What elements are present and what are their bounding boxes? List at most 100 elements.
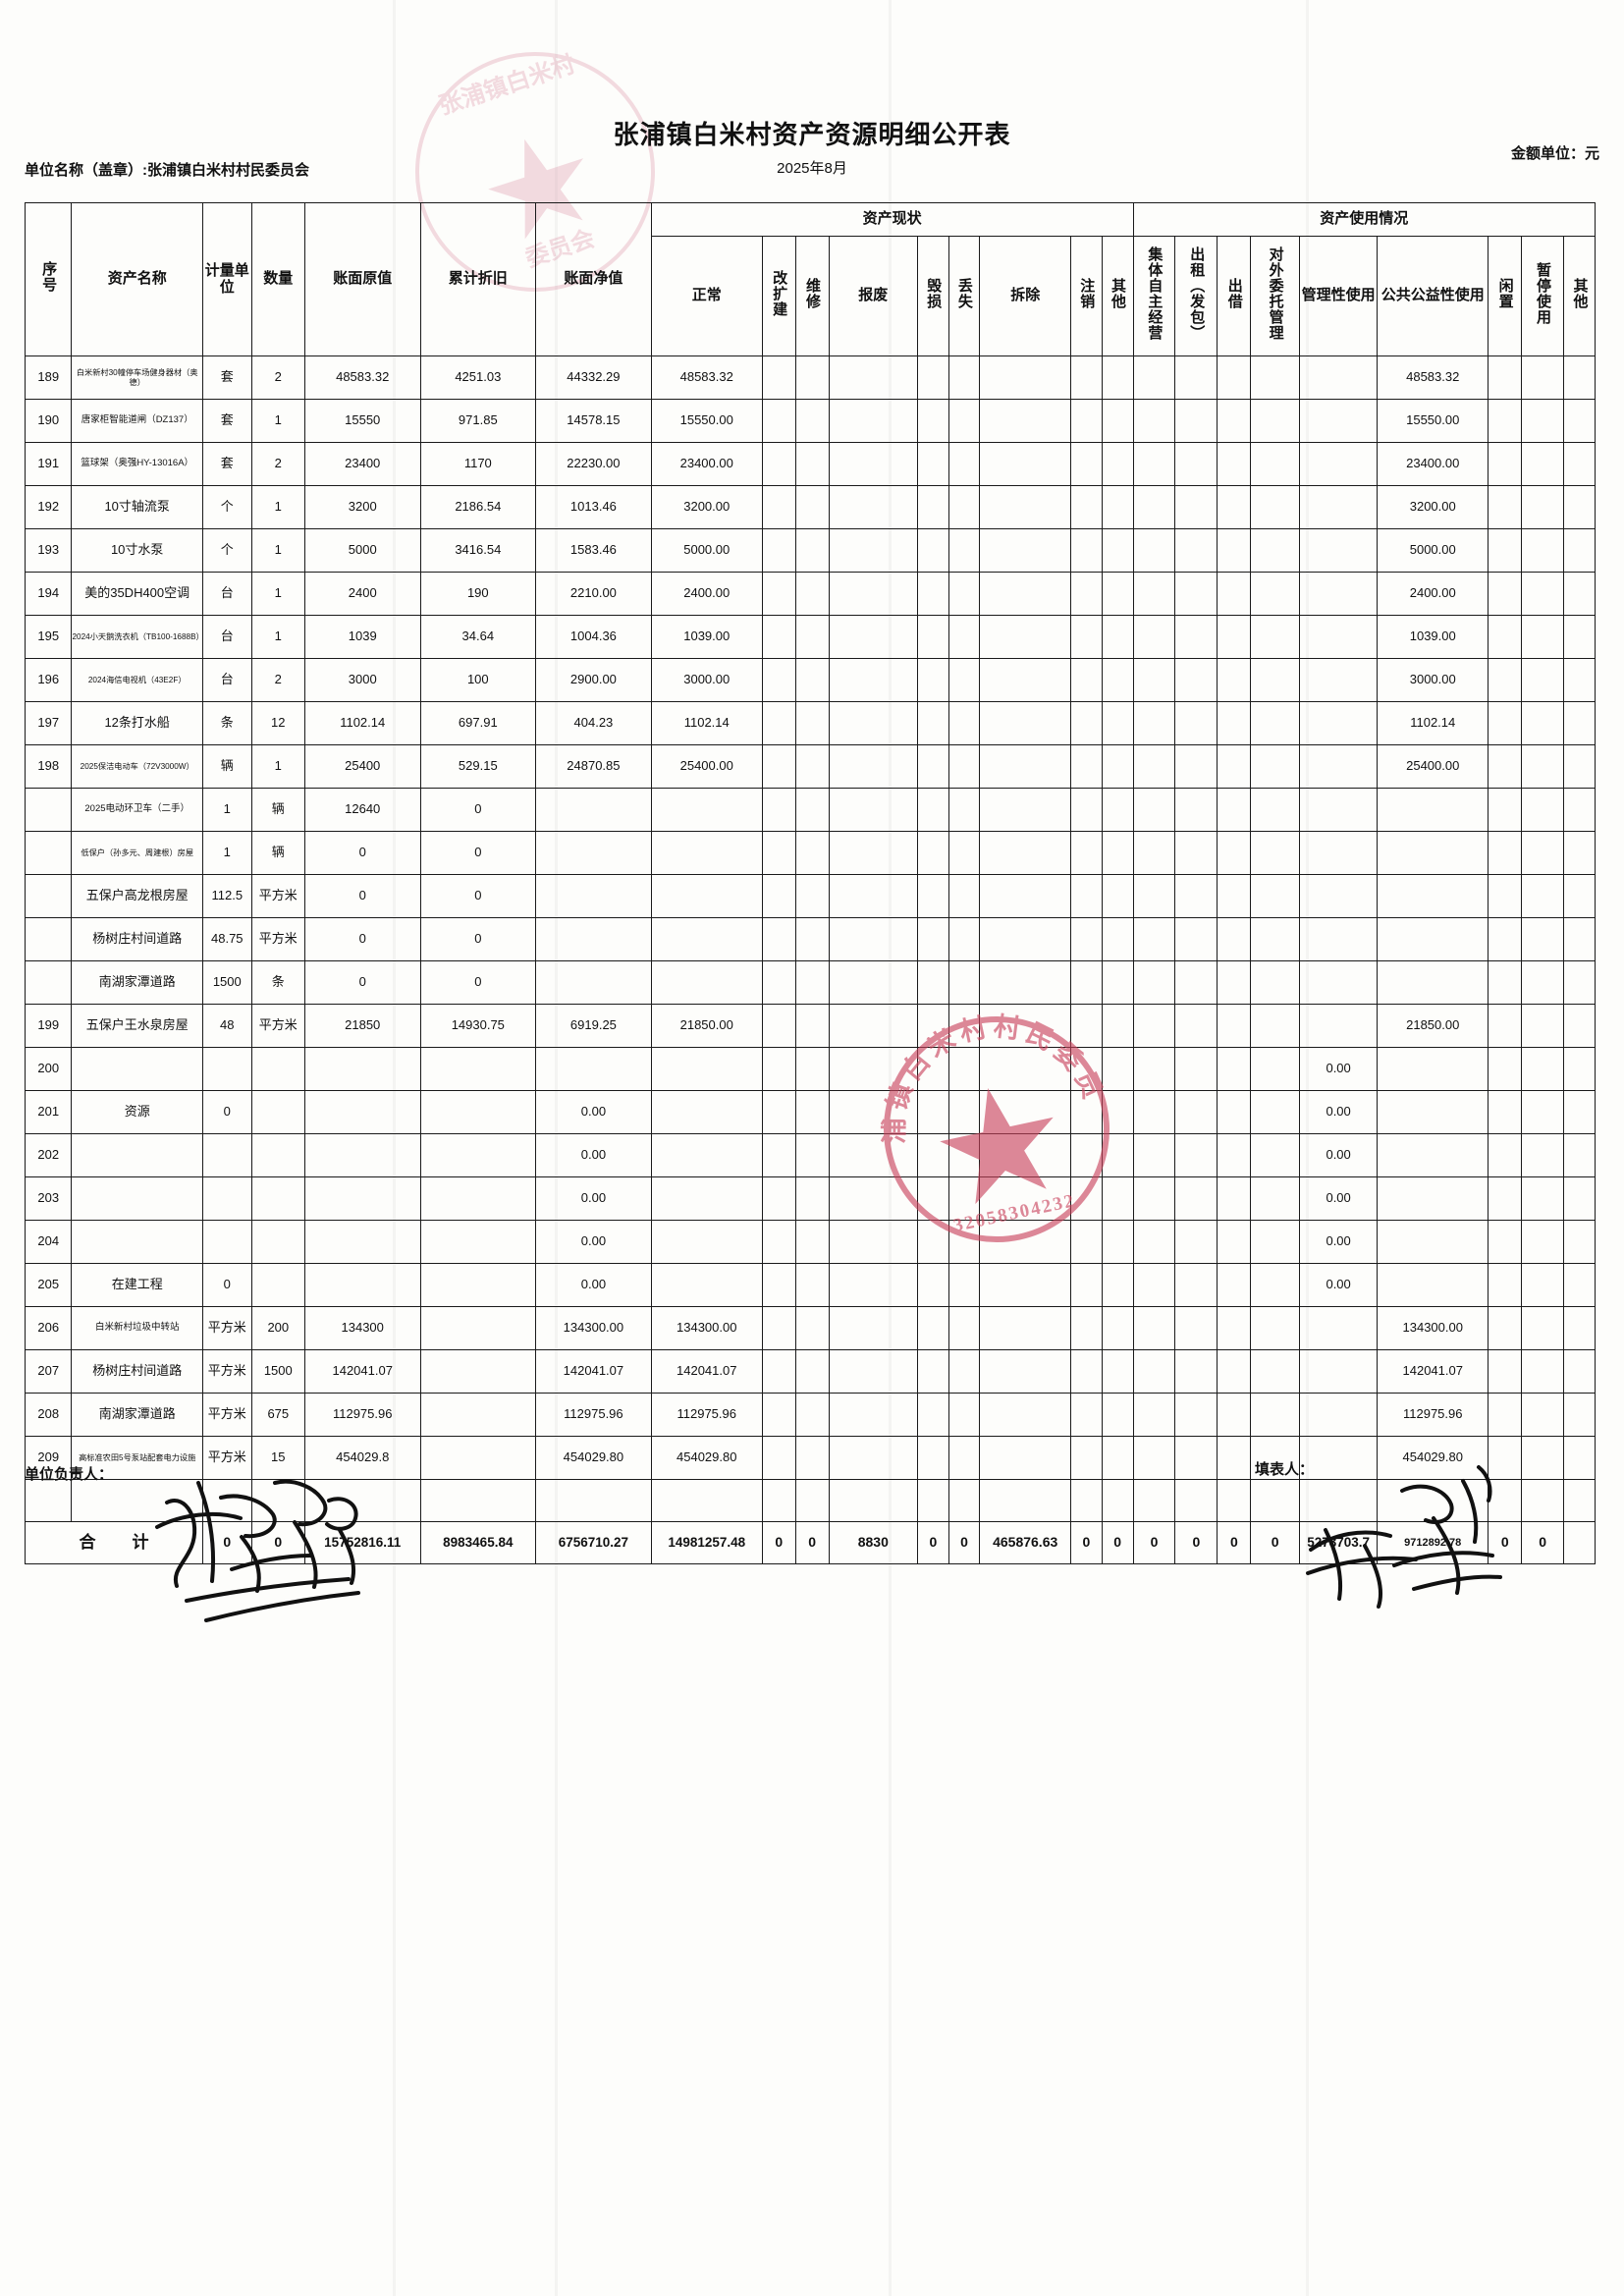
cell-damage bbox=[917, 1436, 949, 1480]
col-index: 序号 bbox=[24, 202, 73, 356]
cell-other2 bbox=[1563, 1306, 1596, 1350]
cell-original-value: 25400 bbox=[303, 744, 421, 789]
cell-index bbox=[24, 917, 73, 961]
svg-text:张浦镇白米村: 张浦镇白米村 bbox=[435, 50, 578, 120]
cell-demolish bbox=[979, 615, 1072, 659]
cell-scrap bbox=[828, 874, 919, 918]
cell-other2 bbox=[1563, 1090, 1596, 1134]
cell-cancel bbox=[1070, 572, 1103, 616]
cell-unit: 个 bbox=[201, 528, 252, 573]
unit-name-label: 单位名称（盖章）:张浦镇白米村村民委员会 bbox=[25, 162, 309, 179]
cell-entrust bbox=[1250, 615, 1301, 659]
cell-management-use bbox=[1299, 1306, 1379, 1350]
cell-repair bbox=[794, 485, 830, 529]
table-row: 198 2025保洁电动车（72V3000W）辆 1 25400 529.15 24870… bbox=[24, 744, 1596, 789]
cell-scrap bbox=[828, 1133, 919, 1177]
cell-index: 189 bbox=[24, 355, 73, 400]
cell-original-value: 1102.14 bbox=[303, 701, 421, 745]
cell-damage bbox=[917, 874, 949, 918]
cell-idle bbox=[1488, 1090, 1523, 1134]
cell-original-value: 23400 bbox=[303, 442, 421, 486]
total-repair: 0 bbox=[794, 1521, 830, 1564]
cell-collective bbox=[1132, 1349, 1176, 1394]
cell-cancel bbox=[1070, 1220, 1103, 1264]
cell-normal bbox=[650, 831, 763, 875]
col-asset-name: 资产名称 bbox=[71, 202, 203, 356]
cell-normal bbox=[650, 1047, 763, 1091]
cell-management-use: 0.00 bbox=[1299, 1176, 1379, 1221]
cell-asset-name: 2024海信电视机（43E2F） bbox=[71, 658, 203, 702]
cell-net-value: 134300.00 bbox=[535, 1306, 652, 1350]
cell-damage bbox=[917, 1176, 949, 1221]
cell-expand bbox=[761, 744, 796, 789]
cell-accumulated-depreciation bbox=[419, 1220, 537, 1264]
cell-lease bbox=[1174, 1004, 1218, 1048]
cell-cancel bbox=[1070, 485, 1103, 529]
cell-other1 bbox=[1101, 744, 1134, 789]
cell-asset-name: 南湖家潭道路 bbox=[71, 960, 203, 1005]
cell-management-use bbox=[1299, 658, 1379, 702]
cell-loan bbox=[1217, 485, 1252, 529]
cell-loan bbox=[1217, 1263, 1252, 1307]
cell-other2 bbox=[1563, 442, 1596, 486]
cell-quantity: 1 bbox=[250, 399, 305, 443]
cell-asset-name: 2024小天鹅洗衣机（TB100-1688B） bbox=[71, 615, 203, 659]
cell-cancel bbox=[1070, 1133, 1103, 1177]
cell-collective bbox=[1132, 1220, 1176, 1264]
cell-expand bbox=[761, 917, 796, 961]
cell-demolish bbox=[979, 442, 1072, 486]
cell-accumulated-depreciation: 971.85 bbox=[419, 399, 537, 443]
cell-quantity: 200 bbox=[250, 1306, 305, 1350]
cell-index: 204 bbox=[24, 1220, 73, 1264]
cell-scrap bbox=[828, 658, 919, 702]
cell-unit: 套 bbox=[201, 442, 252, 486]
cell-lost bbox=[947, 442, 981, 486]
cell-other2 bbox=[1563, 701, 1596, 745]
cell-demolish bbox=[979, 874, 1072, 918]
cell-asset-name: 2025电动环卫车（二手） bbox=[71, 788, 203, 832]
cell-suspend bbox=[1521, 1176, 1565, 1221]
cell-entrust bbox=[1250, 874, 1301, 918]
cell-net-value: 6919.25 bbox=[535, 1004, 652, 1048]
cell-management-use: 0.00 bbox=[1299, 1263, 1379, 1307]
cell-other2 bbox=[1563, 1047, 1596, 1091]
cell-empty bbox=[303, 1479, 421, 1522]
cell-loan bbox=[1217, 572, 1252, 616]
cell-asset-name: 白米新村30幢停车场健身器材（奥德） bbox=[71, 355, 203, 400]
cell-other2 bbox=[1563, 1220, 1596, 1264]
cell-unit: 1500 bbox=[201, 960, 252, 1005]
cell-other2 bbox=[1563, 1349, 1596, 1394]
cell-empty bbox=[650, 1479, 763, 1522]
cell-expand bbox=[761, 485, 796, 529]
cell-entrust bbox=[1250, 1306, 1301, 1350]
cell-loan bbox=[1217, 1090, 1252, 1134]
cell-empty bbox=[1521, 1479, 1565, 1522]
cell-damage bbox=[917, 1393, 949, 1437]
cell-original-value: 142041.07 bbox=[303, 1349, 421, 1394]
cell-original-value: 2400 bbox=[303, 572, 421, 616]
cell-lease bbox=[1174, 572, 1218, 616]
cell-damage bbox=[917, 1220, 949, 1264]
cell-entrust bbox=[1250, 1176, 1301, 1221]
cell-normal: 454029.80 bbox=[650, 1436, 763, 1480]
cell-accumulated-depreciation: 14930.75 bbox=[419, 1004, 537, 1048]
cell-original-value: 454029.8 bbox=[303, 1436, 421, 1480]
total-unit: 0 bbox=[201, 1521, 252, 1564]
cell-index: 205 bbox=[24, 1263, 73, 1307]
cell-lease bbox=[1174, 1436, 1218, 1480]
cell-asset-name bbox=[71, 1133, 203, 1177]
cell-demolish bbox=[979, 485, 1072, 529]
cell-net-value: 142041.07 bbox=[535, 1349, 652, 1394]
cell-empty bbox=[1217, 1479, 1252, 1522]
cell-lease bbox=[1174, 399, 1218, 443]
cell-lost bbox=[947, 528, 981, 573]
cell-suspend bbox=[1521, 917, 1565, 961]
cell-lease bbox=[1174, 1220, 1218, 1264]
cell-normal: 142041.07 bbox=[650, 1349, 763, 1394]
cell-demolish bbox=[979, 1306, 1072, 1350]
cell-repair bbox=[794, 1047, 830, 1091]
cell-lease bbox=[1174, 528, 1218, 573]
cell-empty bbox=[1132, 1479, 1176, 1522]
cell-empty bbox=[1101, 1479, 1134, 1522]
cell-expand bbox=[761, 831, 796, 875]
